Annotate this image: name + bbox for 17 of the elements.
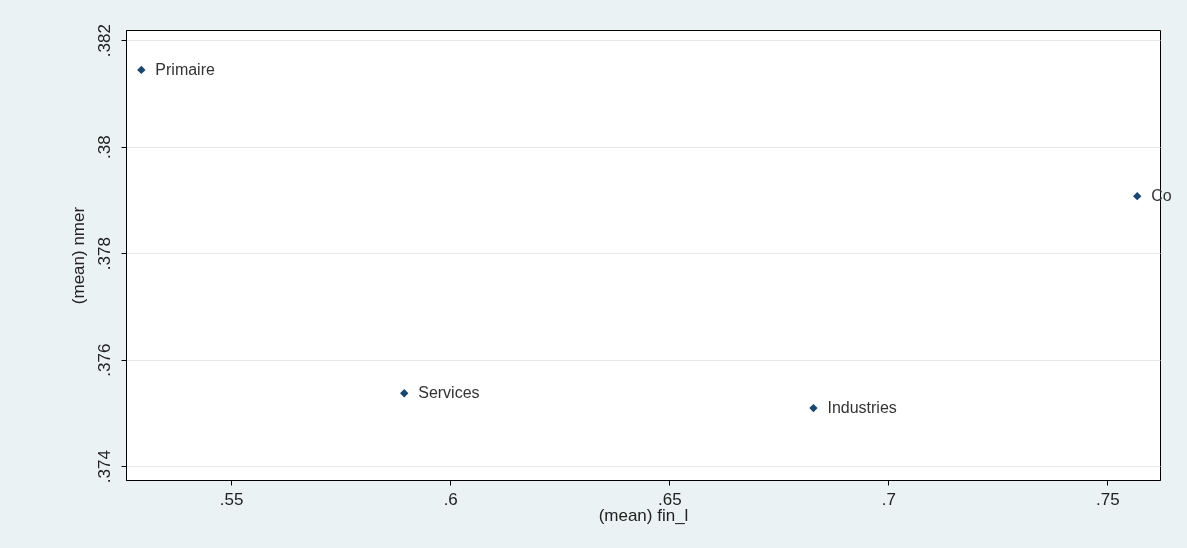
x-tick-label: .55: [219, 489, 244, 509]
y-tick-label: .376: [94, 343, 114, 377]
y-tick-label: .378: [94, 237, 114, 271]
y-tick-label: .382: [94, 24, 114, 58]
point: [809, 403, 818, 413]
point: [400, 389, 409, 398]
annotation: Industries: [827, 399, 897, 417]
x-tick-label: .7: [881, 489, 896, 509]
point: [1133, 191, 1142, 201]
annotation: Services: [418, 384, 480, 402]
point: [137, 65, 146, 75]
x-tick-label: .6: [443, 489, 458, 509]
x-tick-label: .75: [1096, 489, 1120, 509]
y-tick-label: .374: [94, 450, 114, 484]
y-tick-label: .38: [94, 135, 114, 159]
annotation: Primaire: [155, 60, 215, 78]
y-axis-title: (mean) nmer: [68, 206, 88, 305]
